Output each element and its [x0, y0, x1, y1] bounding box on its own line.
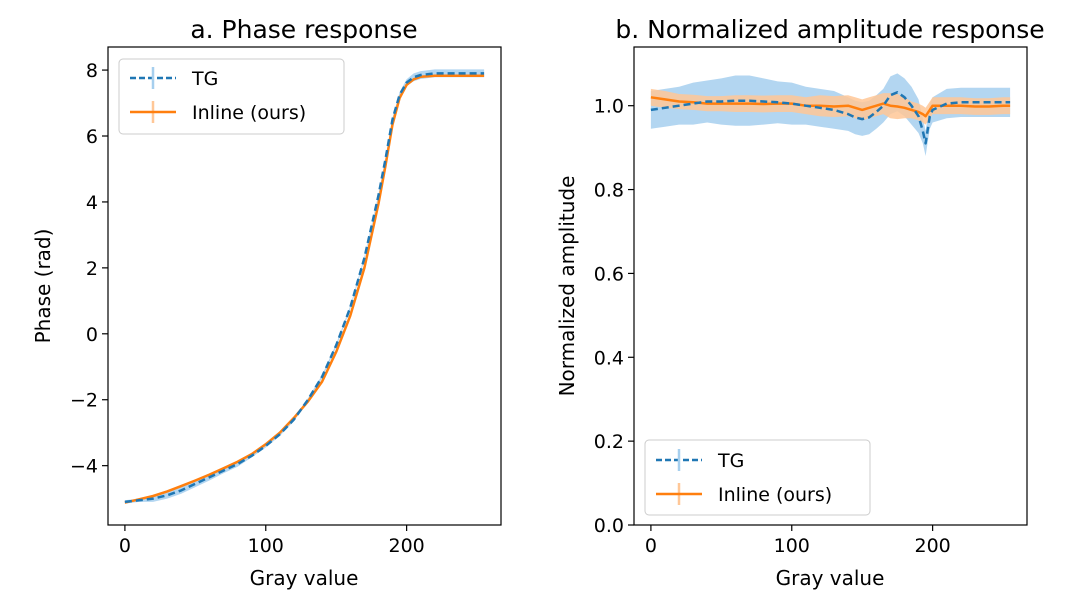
phase-x-tick-label: 200: [388, 535, 424, 557]
phase-y-tick-label: −2: [70, 390, 98, 412]
phase-legend-tg-label: TG: [191, 68, 218, 90]
phase-series-0-line: [124, 72, 485, 504]
phase-y-tick-label: 8: [86, 60, 98, 82]
amplitude-y-tick-label: 0.4: [594, 347, 624, 369]
phase-y-tick-label: 4: [86, 192, 98, 214]
phase-y-axis-label: Phase (rad): [31, 229, 55, 344]
phase-series-lines: [124, 72, 485, 504]
amplitude-y-tick-label: 0.0: [594, 515, 624, 537]
amplitude-x-tick-label: 200: [914, 535, 950, 557]
phase-series-0-error-band: [124, 69, 485, 504]
amplitude-series-lines: [650, 91, 1011, 145]
phase-legend: TG Inline (ours): [118, 58, 345, 135]
amplitude-chart-title: b. Normalized amplitude response: [615, 15, 1044, 44]
amplitude-series-1-line: [650, 96, 1011, 118]
amplitude-x-tick-label: 0: [645, 535, 657, 557]
amplitude-series-0-line: [650, 91, 1011, 145]
amplitude-legend-inline-label: Inline (ours): [718, 484, 832, 506]
phase-chart-title: a. Phase response: [190, 15, 417, 44]
amplitude-legend: TG Inline (ours): [644, 439, 871, 516]
phase-legend-inline-label: Inline (ours): [192, 102, 306, 124]
amplitude-legend-tg-label: TG: [717, 450, 744, 472]
phase-series-1-line: [124, 74, 485, 504]
phase-plot-frame: [107, 46, 502, 526]
phase-y-tick-label: 0: [86, 324, 98, 346]
phase-response-panel: a. Phase response 0 100 200 −4 −2 0 2 4 6 8 Gray …: [31, 15, 502, 590]
amplitude-response-panel: b. Normalized amplitude response 0 100 200…: [555, 15, 1045, 590]
phase-y-tick-label: −4: [70, 456, 98, 478]
amplitude-y-tick-label: 0.8: [594, 180, 624, 202]
phase-y-tick-label: 6: [86, 126, 98, 148]
amplitude-x-axis-label: Gray value: [776, 566, 885, 590]
amplitude-x-tick-label: 100: [774, 535, 810, 557]
amplitude-plot-frame: [633, 46, 1028, 526]
amplitude-y-tick-label: 0.2: [594, 431, 624, 453]
amplitude-y-tick-label: 1.0: [594, 96, 624, 118]
amplitude-axis-ticks: 0 100 200 0.0 0.2 0.4 0.6 0.8 1.0: [594, 96, 951, 557]
phase-series-1-error-band: [124, 74, 485, 504]
phase-x-tick-label: 0: [119, 535, 131, 557]
amplitude-error-bands: [650, 73, 1011, 156]
phase-error-bands: [124, 69, 485, 504]
phase-axis-ticks: 0 100 200 −4 −2 0 2 4 6 8: [70, 60, 425, 557]
phase-x-axis-label: Gray value: [250, 566, 359, 590]
phase-y-tick-label: 2: [86, 258, 98, 280]
phase-x-tick-label: 100: [248, 535, 284, 557]
amplitude-y-axis-label: Normalized amplitude: [555, 176, 579, 397]
amplitude-y-tick-label: 0.6: [594, 263, 624, 285]
